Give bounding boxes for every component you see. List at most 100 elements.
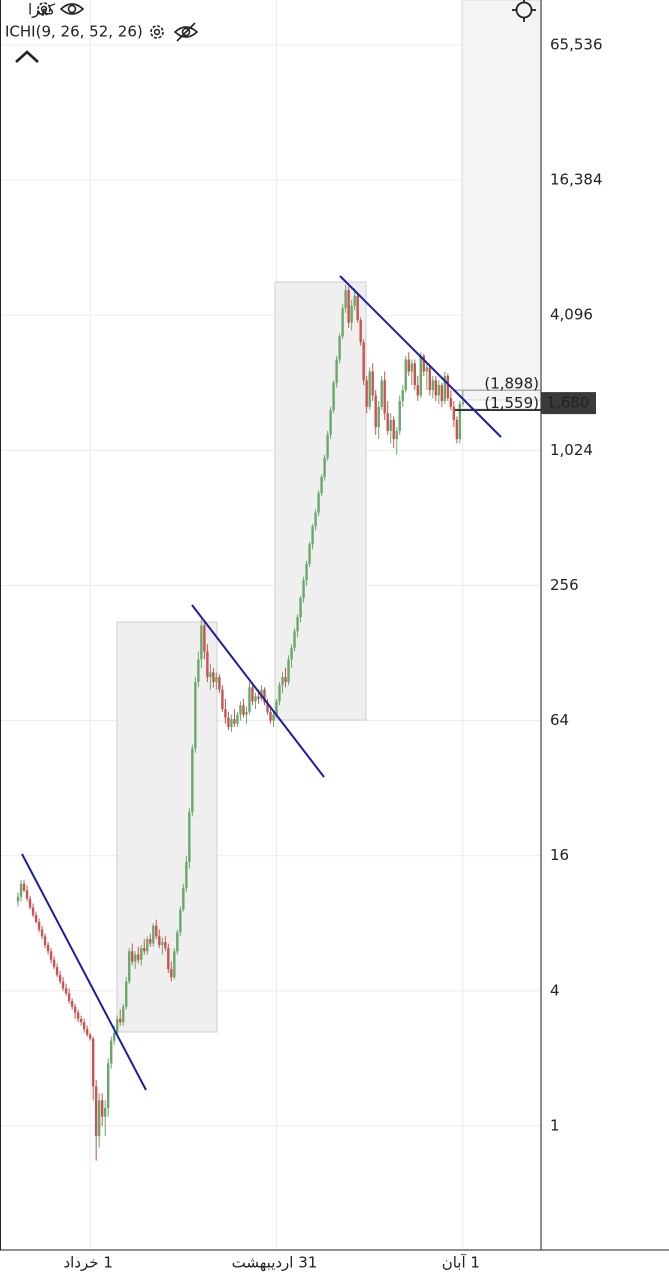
candle-body	[287, 659, 290, 683]
candle-body	[22, 883, 26, 891]
candle-body	[392, 419, 395, 440]
candle-body	[335, 359, 338, 383]
candle-body	[257, 696, 260, 699]
candle-body	[236, 714, 239, 724]
candle-body	[125, 981, 128, 1007]
candle-body	[215, 677, 218, 683]
candle-body	[119, 1018, 122, 1023]
labels: 1 4 16 64 256 1,024 4,096 16,384 65,536 1 خرداد 31…	[63, 36, 602, 1272]
candle-body	[155, 925, 158, 937]
y-tick-label: 64	[550, 711, 569, 729]
candle-body	[455, 419, 459, 440]
candle-body	[43, 936, 47, 946]
candle-body	[248, 687, 251, 712]
range-box	[274, 281, 367, 721]
candle-body	[88, 1034, 92, 1039]
candle-body	[356, 295, 359, 321]
axes	[0, 0, 669, 1251]
candle-body	[365, 380, 368, 407]
candle-body	[245, 711, 248, 715]
candle-body	[344, 290, 347, 309]
candle-body	[359, 320, 362, 343]
candle-body	[428, 367, 431, 391]
candle-body	[131, 951, 134, 962]
candle-body	[419, 355, 422, 396]
candle-body	[209, 672, 212, 678]
candle-body	[284, 677, 287, 683]
candle-body	[413, 363, 416, 386]
candle-body	[52, 959, 56, 968]
candle-body	[302, 580, 305, 599]
candles	[16, 284, 541, 1161]
collapse-button[interactable]	[15, 50, 39, 63]
visibility-icon[interactable]	[59, 3, 85, 15]
candle-body	[443, 375, 447, 401]
trend-line	[191, 604, 325, 778]
range-box	[116, 621, 218, 1033]
candle-body	[350, 306, 353, 323]
candle-body	[170, 969, 173, 978]
trend-line	[21, 853, 147, 1091]
candle-body	[134, 954, 137, 962]
candle-body	[191, 748, 194, 813]
candle-body	[395, 430, 398, 440]
settings-icon[interactable]	[37, 2, 51, 16]
candle-body	[188, 812, 191, 862]
candle-body	[446, 375, 450, 399]
candle-body	[91, 1038, 95, 1087]
candle-body	[386, 413, 389, 431]
candle-body	[164, 942, 167, 949]
candle-body	[290, 647, 293, 660]
price-line-label: (1,898)	[484, 375, 539, 393]
candle-body	[212, 672, 215, 683]
candle-body	[64, 988, 68, 994]
candle-body	[16, 896, 20, 902]
candle-body	[452, 406, 456, 420]
candle-body	[353, 295, 356, 307]
candle-body	[281, 677, 284, 686]
candle-body	[458, 403, 462, 440]
candle-body	[296, 617, 299, 632]
candle-body	[230, 719, 233, 727]
candle-body	[224, 709, 227, 718]
candle-body	[305, 563, 308, 581]
candle-body	[329, 409, 332, 435]
projection-zone	[461, 0, 542, 401]
candle-body	[425, 367, 428, 372]
candle-body	[34, 915, 38, 923]
candle-body	[194, 682, 197, 749]
candle-body	[311, 526, 314, 545]
candle-body	[299, 598, 302, 618]
candle-body	[332, 382, 335, 410]
candle-body	[179, 909, 182, 933]
candle-body	[326, 434, 329, 458]
candle-body	[368, 371, 371, 407]
candle-body	[362, 342, 365, 381]
candle-body	[278, 685, 281, 702]
candle-body	[70, 1001, 74, 1007]
candle-body	[49, 951, 53, 960]
candle-body	[82, 1022, 86, 1030]
candle-body	[374, 395, 377, 428]
y-tick-label: 16	[550, 846, 569, 864]
candle-body	[431, 380, 434, 391]
settings-icon[interactable]	[150, 25, 164, 39]
candle-body	[107, 1063, 110, 1109]
candle-body	[173, 951, 176, 978]
candle-body	[275, 701, 278, 715]
crosshair-button[interactable]	[512, 0, 536, 22]
y-tick-label: 1	[550, 1116, 560, 1134]
candle-body	[46, 945, 50, 952]
candle-body	[103, 1108, 107, 1117]
candle-body	[137, 954, 140, 960]
hidden-icon[interactable]	[173, 22, 199, 42]
candle-body	[113, 1032, 116, 1041]
y-tick-label: 256	[550, 576, 579, 594]
candle-body	[239, 705, 242, 715]
candle-body	[263, 689, 266, 703]
candle-body	[185, 861, 188, 888]
candle-body	[341, 308, 344, 337]
candle-body	[437, 385, 441, 396]
candle-body	[461, 402, 465, 404]
